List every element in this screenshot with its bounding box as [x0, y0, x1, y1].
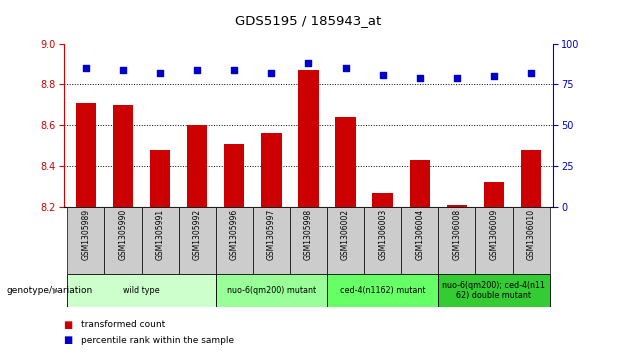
Bar [364, 207, 401, 274]
Text: nuo-6(qm200); ced-4(n11
62) double mutant: nuo-6(qm200); ced-4(n11 62) double mutan… [443, 281, 546, 300]
Text: GSM1306003: GSM1306003 [378, 209, 387, 260]
Point [118, 67, 128, 73]
Point [155, 70, 165, 76]
Text: GSM1305997: GSM1305997 [267, 209, 276, 260]
Bar [513, 207, 550, 274]
Text: GSM1305991: GSM1305991 [156, 209, 165, 260]
Bar [484, 182, 504, 207]
Text: wild type: wild type [123, 286, 160, 295]
Text: ■: ■ [64, 335, 73, 346]
Bar [253, 207, 290, 274]
Text: GSM1305996: GSM1305996 [230, 209, 238, 260]
Text: ▶: ▶ [53, 286, 59, 295]
Bar [438, 274, 550, 307]
Bar [113, 105, 133, 207]
Text: transformed count: transformed count [81, 321, 165, 329]
Bar [261, 133, 282, 207]
Bar [150, 150, 170, 207]
Bar [104, 207, 141, 274]
Bar [216, 274, 327, 307]
Bar [179, 207, 216, 274]
Point [489, 73, 499, 79]
Bar [216, 207, 252, 274]
Text: nuo-6(qm200) mutant: nuo-6(qm200) mutant [227, 286, 316, 295]
Text: GSM1305989: GSM1305989 [81, 209, 90, 260]
Point [340, 65, 350, 71]
Bar [373, 193, 393, 207]
Point [266, 70, 277, 76]
Text: GSM1306002: GSM1306002 [341, 209, 350, 260]
Text: GDS5195 / 185943_at: GDS5195 / 185943_at [235, 15, 382, 28]
Text: genotype/variation: genotype/variation [6, 286, 93, 295]
Bar [76, 103, 96, 207]
Bar [521, 150, 541, 207]
Bar [438, 207, 476, 274]
Text: GSM1306008: GSM1306008 [452, 209, 461, 260]
Point [415, 75, 425, 81]
Bar [327, 274, 438, 307]
Bar [67, 207, 104, 274]
Bar [476, 207, 513, 274]
Text: GSM1306004: GSM1306004 [415, 209, 424, 260]
Text: GSM1305990: GSM1305990 [118, 209, 127, 260]
Bar [446, 205, 467, 207]
Bar [401, 207, 438, 274]
Point [81, 65, 91, 71]
Bar [327, 207, 364, 274]
Bar [187, 125, 207, 207]
Bar [298, 70, 319, 207]
Text: GSM1305992: GSM1305992 [193, 209, 202, 260]
Text: GSM1305998: GSM1305998 [304, 209, 313, 260]
Bar [290, 207, 327, 274]
Point [229, 67, 239, 73]
Point [303, 60, 314, 66]
Point [192, 67, 202, 73]
Text: GSM1306010: GSM1306010 [527, 209, 536, 260]
Text: GSM1306009: GSM1306009 [490, 209, 499, 260]
Bar [224, 144, 244, 207]
Point [452, 75, 462, 81]
Bar [141, 207, 179, 274]
Point [526, 70, 536, 76]
Text: percentile rank within the sample: percentile rank within the sample [81, 336, 235, 345]
Text: ced-4(n1162) mutant: ced-4(n1162) mutant [340, 286, 425, 295]
Point [378, 72, 388, 77]
Bar [410, 160, 430, 207]
Text: ■: ■ [64, 320, 73, 330]
Bar [335, 117, 356, 207]
Bar [67, 274, 216, 307]
